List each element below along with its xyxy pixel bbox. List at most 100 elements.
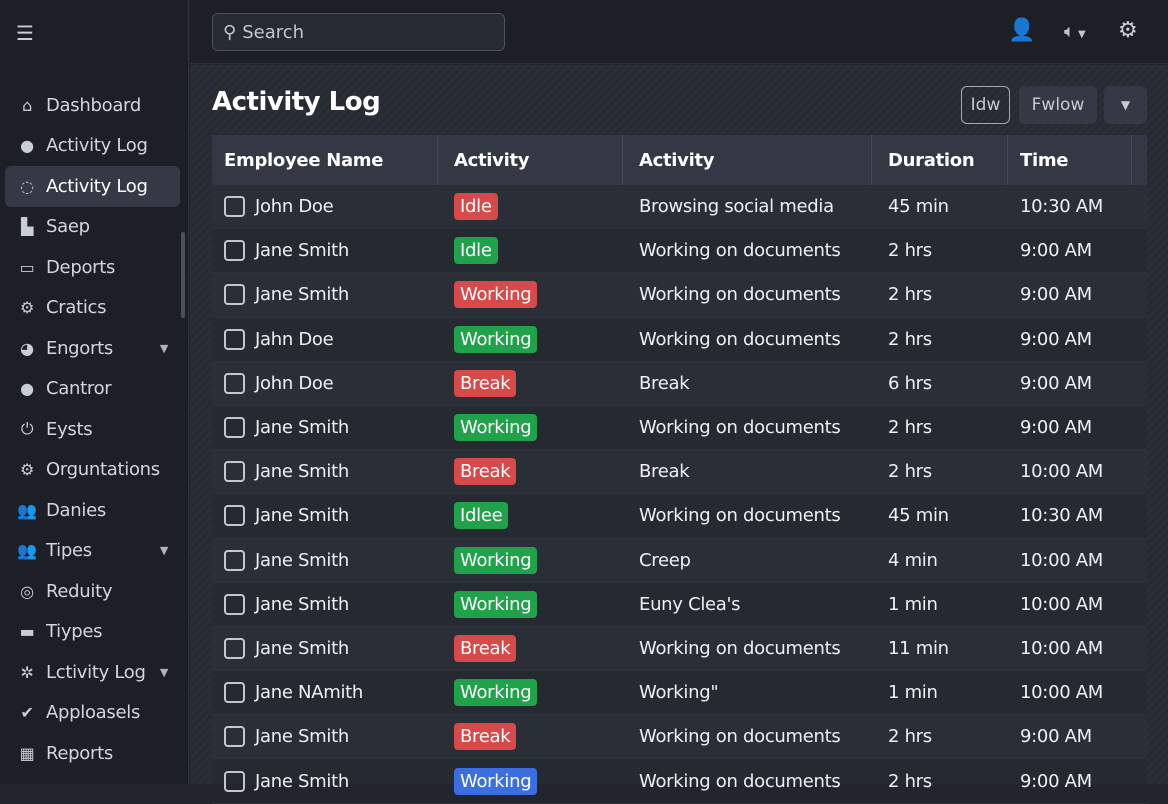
row-checkbox[interactable] xyxy=(224,284,245,306)
menu-icon[interactable]: ☰ xyxy=(16,21,34,45)
row-checkbox[interactable] xyxy=(224,372,245,394)
table-row[interactable]: Jane Smith Working Euny Clea's 1 min 10:… xyxy=(212,583,1147,627)
duration-cell: 45 min xyxy=(888,505,949,527)
sidebar-item-activity-log[interactable]: ● Activity Log xyxy=(5,126,180,167)
time-cell: 10:30 AM xyxy=(1020,505,1104,527)
employee-name: Jane Smith xyxy=(255,726,349,748)
sidebar-item-tipes[interactable]: 👥 Tipes ▼ xyxy=(5,531,180,572)
header-duration[interactable]: Duration xyxy=(872,135,1008,185)
table-row[interactable]: Jane Smith Working Working on documents … xyxy=(212,759,1147,804)
table-row[interactable]: Jane Smith Idle Working on documents 2 h… xyxy=(212,229,1147,274)
row-checkbox[interactable] xyxy=(224,505,245,527)
users-icon: 👥 xyxy=(17,541,37,561)
refresh-icon: ◌ xyxy=(20,176,34,196)
row-checkbox[interactable] xyxy=(224,726,245,748)
gift-icon: ▦ xyxy=(19,743,35,763)
table-row[interactable]: Jahn Doe Working Working on documents 2 … xyxy=(212,318,1147,362)
header-time[interactable]: Time xyxy=(1008,135,1132,185)
activity-cell: Creep xyxy=(639,549,691,571)
duration-cell: 4 min xyxy=(888,549,938,571)
folder-icon: ▬ xyxy=(19,622,35,642)
status-cell: Working xyxy=(438,281,623,309)
chevron-down-icon[interactable]: ▼ xyxy=(159,341,168,355)
volume-icon[interactable]: 🔈︎ ▼ xyxy=(1064,21,1086,42)
sidebar-item-lctivity-log[interactable]: ✲ Lctivity Log ▼ xyxy=(5,652,180,693)
duration-cell: 1 min xyxy=(888,682,938,704)
table-row[interactable]: Jane Smith Working Working on documents … xyxy=(212,273,1147,318)
sidebar-item-tiypes[interactable]: ▬ Tiypes xyxy=(5,612,180,653)
sidebar-nav: ⌂ Dashboard ● Activity Log ◌ Activity Log ▙ Sae… xyxy=(5,85,180,774)
employee-name: Jane Smith xyxy=(255,461,349,483)
row-checkbox[interactable] xyxy=(224,417,245,439)
sidebar-item-cantror[interactable]: ● Cantror xyxy=(5,369,180,410)
activity-cell: Working" xyxy=(639,682,719,704)
status-cell: Working xyxy=(438,325,623,353)
cog-icon: ⚙ xyxy=(19,460,35,480)
sidebar-item-activity-log[interactable]: ◌ Activity Log xyxy=(5,166,180,207)
table-row[interactable]: Jane Smith Break Working on documents 11… xyxy=(212,626,1147,672)
header-employee-name[interactable]: Employee Name xyxy=(212,135,438,185)
table-row[interactable]: John Doe Idle Browsing social media 45 m… xyxy=(212,185,1147,230)
search-placeholder: Search xyxy=(242,21,305,43)
activity-cell: Working on documents xyxy=(639,240,841,262)
idle-button[interactable]: Idw xyxy=(961,86,1010,124)
gear-icon[interactable]: ⚙ xyxy=(1118,18,1138,43)
header-activity-status[interactable]: Activity xyxy=(438,135,623,185)
header-activity[interactable]: Activity xyxy=(623,135,872,185)
sidebar-item-reduity[interactable]: ◎ Reduity xyxy=(5,571,180,612)
row-checkbox[interactable] xyxy=(224,637,245,659)
sidebar-item-saep[interactable]: ▙ Saep xyxy=(5,207,180,248)
power-icon: ⏻ xyxy=(20,419,34,439)
activity-cell: Working on documents xyxy=(639,328,841,350)
chart-icon: ▙ xyxy=(20,217,33,237)
status-badge: Working xyxy=(454,679,538,707)
row-checkbox[interactable] xyxy=(224,196,245,218)
row-checkbox[interactable] xyxy=(224,240,245,262)
row-checkbox[interactable] xyxy=(224,549,245,571)
employee-name: Jane Smith xyxy=(255,637,349,659)
user-icon[interactable]: 👤 xyxy=(1008,18,1036,43)
sidebar-item-label: Reports xyxy=(46,742,113,764)
table-row[interactable]: Jane Smith Break Working on documents 2 … xyxy=(212,715,1147,760)
sidebar-item-label: Saep xyxy=(46,216,90,238)
search-input[interactable]: ⚲ Search xyxy=(212,13,505,51)
sidebar-item-apploasels[interactable]: ✔ Apploasels xyxy=(5,693,180,734)
table-row[interactable]: Jane Smith Working Working on documents … xyxy=(212,406,1147,451)
time-cell: 10:00 AM xyxy=(1020,637,1104,659)
status-badge: Break xyxy=(454,458,517,486)
duration-cell: 2 hrs xyxy=(888,328,932,350)
row-checkbox[interactable] xyxy=(224,461,245,483)
row-checkbox[interactable] xyxy=(224,770,245,792)
table-row[interactable]: John Doe Break Break 6 hrs 9:00 AM xyxy=(212,361,1147,406)
duration-cell: 11 min xyxy=(888,637,949,659)
users-icon: 👥 xyxy=(17,500,37,520)
chevron-down-icon[interactable]: ▼ xyxy=(159,544,168,558)
sidebar-item-engorts[interactable]: ◕ Engorts ▼ xyxy=(5,328,180,369)
activity-cell: Break xyxy=(639,372,690,394)
activity-cell: Working on documents xyxy=(639,284,841,306)
sidebar-item-deports[interactable]: ▭ Deports xyxy=(5,247,180,288)
status-badge: Working xyxy=(454,414,538,442)
sidebar-item-orguntations[interactable]: ⚙ Orguntations xyxy=(5,450,180,491)
table-row[interactable]: Jane Smith Idlee Working on documents 45… xyxy=(212,494,1147,539)
sidebar-item-dashboard[interactable]: ⌂ Dashboard xyxy=(5,85,180,126)
row-checkbox[interactable] xyxy=(224,682,245,704)
sidebar-item-label: Cantror xyxy=(46,378,112,400)
table-row[interactable]: Jane NAmith Working Working" 1 min 10:00… xyxy=(212,671,1147,716)
follow-button[interactable]: Fwlow xyxy=(1019,86,1097,124)
row-checkbox[interactable] xyxy=(224,328,245,350)
sidebar-item-reports[interactable]: ▦ Reports xyxy=(5,733,180,774)
sidebar-item-eysts[interactable]: ⏻ Eysts xyxy=(5,409,180,450)
chevron-down-icon[interactable]: ▼ xyxy=(159,665,168,679)
table-row[interactable]: Jane Smith Working Creep 4 min 10:00 AM xyxy=(212,538,1147,583)
sidebar-item-danies[interactable]: 👥 Danies xyxy=(5,490,180,531)
sidebar-item-cratics[interactable]: ⚙ Cratics xyxy=(5,288,180,329)
employee-name: Jane NAmith xyxy=(255,682,364,704)
sidebar-scrollbar[interactable] xyxy=(181,232,185,318)
time-cell: 10:00 AM xyxy=(1020,461,1104,483)
dropdown-button[interactable]: ▼ xyxy=(1104,86,1147,124)
gear-icon: ⚙ xyxy=(19,298,35,318)
table-row[interactable]: Jane Smith Break Break 2 hrs 10:00 AM xyxy=(212,450,1147,495)
row-checkbox[interactable] xyxy=(224,593,245,615)
tag-icon: ◕ xyxy=(20,338,34,358)
